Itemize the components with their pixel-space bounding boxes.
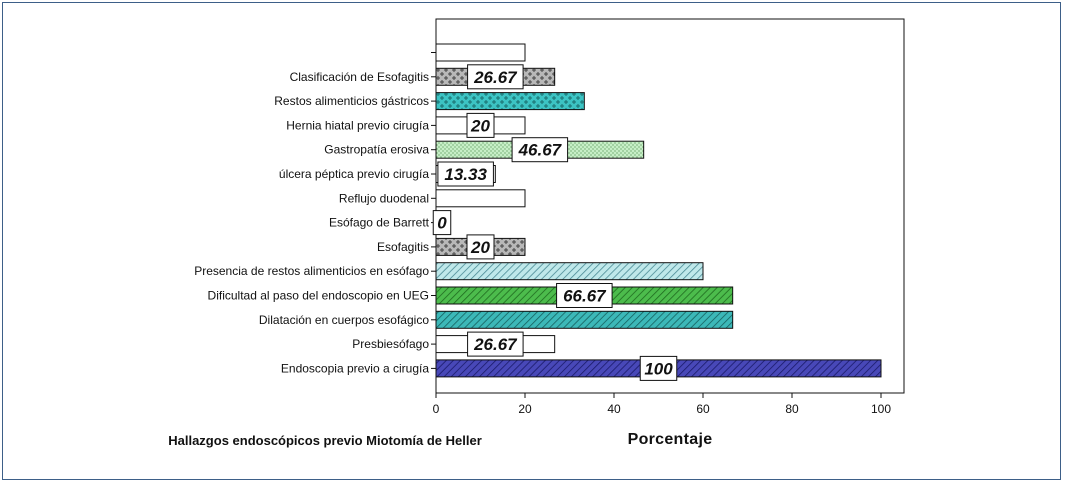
category-label: úlcera péptica previo cirugía	[279, 167, 429, 181]
category-label: Hernia hiatal previo cirugía	[286, 118, 429, 132]
category-label: Restos alimenticios gástricos	[274, 94, 429, 108]
data-label: 66.67	[563, 287, 607, 306]
data-label: 20	[470, 238, 490, 257]
data-label-box	[466, 112, 495, 138]
data-label: 20	[470, 116, 490, 135]
data-label-box	[639, 355, 678, 381]
bar-0	[435, 43, 526, 62]
category-label: Gastropatía erosiva	[324, 143, 429, 157]
data-label: 26.67	[473, 335, 518, 354]
data-label: 26.67	[473, 68, 518, 87]
x-tick-label: 20	[518, 402, 532, 416]
data-label: 0	[437, 214, 447, 233]
category-label: Esófago de Barrett	[329, 216, 430, 230]
x-tick-label: 40	[607, 402, 621, 416]
category-label: Dilatación en cuerpos esofágico	[259, 313, 429, 327]
x-tick-label: 0	[433, 402, 440, 416]
data-label-box	[467, 331, 524, 357]
data-label: 100	[644, 359, 673, 378]
data-label: 46.67	[518, 141, 563, 160]
data-label-box	[511, 137, 569, 163]
category-label: Endoscopia previo a cirugía	[281, 361, 429, 375]
data-label-box	[467, 64, 524, 90]
x-tick-label: 100	[871, 402, 891, 416]
x-tick-label: 60	[696, 402, 710, 416]
bar-2	[435, 92, 585, 111]
category-label: Presencia de restos alimenticios en esóf…	[194, 264, 429, 278]
category-label: Reflujo duodenal	[339, 191, 429, 205]
chart-title: Hallazgos endoscópicos previo Miotomía d…	[168, 433, 482, 448]
data-label: 13.33	[444, 165, 487, 184]
data-label-box	[556, 283, 613, 308]
bar-9	[435, 262, 704, 281]
category-label: Presbiesófago	[352, 337, 429, 351]
x-axis-label: Porcentaje	[627, 431, 713, 448]
bar-11	[435, 310, 734, 329]
category-label: Dificultad al paso del endoscopio en UEG	[208, 289, 429, 303]
category-label: Esofagitis	[377, 240, 429, 254]
data-label-box	[466, 234, 495, 260]
data-label-box	[432, 210, 452, 236]
category-label: Clasificación de Esofagitis	[290, 70, 429, 84]
bar-6	[435, 189, 526, 208]
data-label-box	[437, 161, 494, 187]
x-tick-label: 80	[785, 402, 799, 416]
